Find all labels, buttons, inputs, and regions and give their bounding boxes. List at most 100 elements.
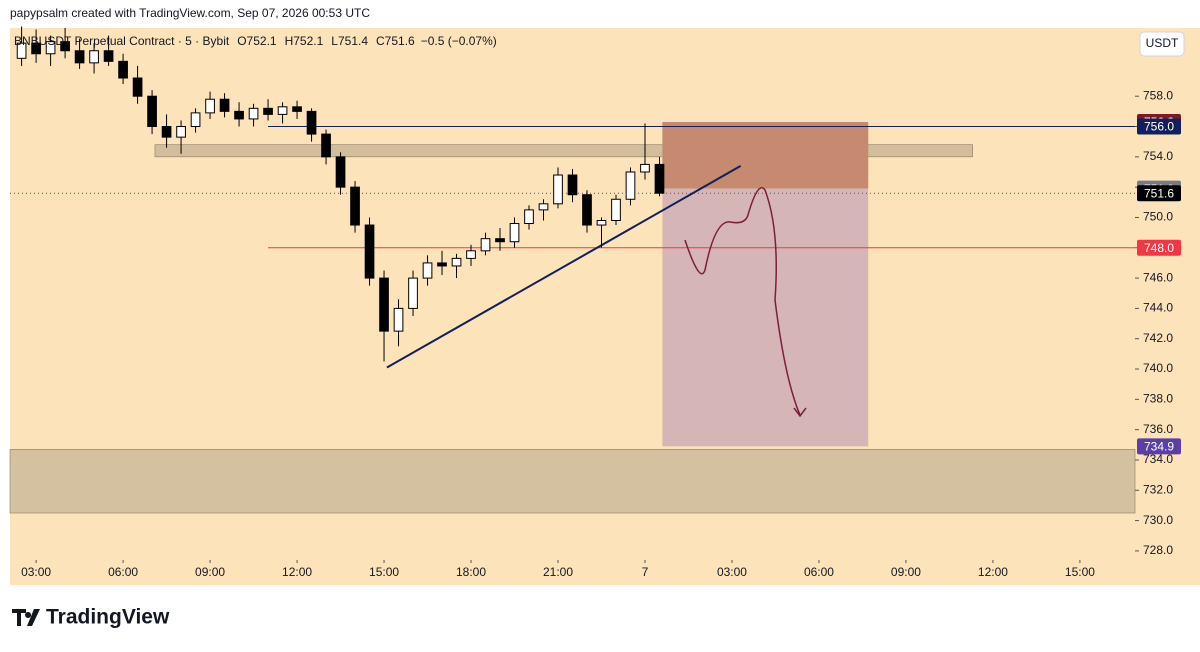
candle-body xyxy=(596,219,607,226)
x-tick-label: 12:00 xyxy=(282,565,312,579)
ohlc-key: C xyxy=(376,34,385,48)
x-tick-label: 7 xyxy=(642,565,649,579)
y-tick-label: 734.0 xyxy=(1143,452,1173,466)
candle-body xyxy=(379,277,389,332)
price-badge-label: 748.0 xyxy=(1144,241,1174,255)
y-tick-label: 732.0 xyxy=(1143,482,1173,496)
candle-body xyxy=(161,126,172,138)
price-badge-label: 734.9 xyxy=(1144,439,1174,453)
x-tick-label: 15:00 xyxy=(1065,565,1095,579)
currency-button[interactable] xyxy=(1139,31,1185,57)
candle-body xyxy=(364,224,375,279)
candle-body xyxy=(538,203,549,211)
candle-body xyxy=(495,238,505,243)
candle-body xyxy=(89,50,99,64)
price-badge-label: 751.6 xyxy=(1144,186,1174,200)
zone xyxy=(9,449,1136,514)
candle-body xyxy=(16,42,27,59)
symbol-legend: BNBUSDT Perpetual Contract · 5 · Bybit O 7… xyxy=(14,34,497,48)
candle-body xyxy=(422,262,433,279)
y-tick-label: 746.0 xyxy=(1143,270,1173,284)
trendline xyxy=(386,165,742,369)
price-badge xyxy=(1137,118,1181,135)
candle-body xyxy=(582,194,592,226)
change: −0.5 (−0.07%) xyxy=(421,34,497,48)
candle-body xyxy=(509,223,520,243)
credit: papypsalm created with TradingView.com, … xyxy=(10,6,370,20)
candle-body xyxy=(408,277,418,309)
candle-body xyxy=(451,257,462,267)
x-tick-label: 15:00 xyxy=(369,565,399,579)
logo-icon xyxy=(12,609,40,626)
y-tick-label: 742.0 xyxy=(1143,331,1173,345)
price-badge-label: 756.0 xyxy=(1144,120,1174,134)
y-tick-label: 738.0 xyxy=(1143,392,1173,406)
logo: TradingView xyxy=(12,606,170,629)
x-tick-label: 06:00 xyxy=(108,565,138,579)
candle-body xyxy=(480,238,491,252)
candle-body xyxy=(393,307,404,332)
y-tick-label: 730.0 xyxy=(1143,513,1173,527)
price-badge xyxy=(1137,438,1181,455)
candle-body xyxy=(132,77,143,97)
zone xyxy=(662,121,869,189)
y-tick-label: 744.0 xyxy=(1143,301,1173,315)
symbol: BNBUSDT Perpetual Contract · 5 · Bybit xyxy=(14,34,230,48)
arrow-head xyxy=(793,407,807,418)
ohlc-key: H xyxy=(285,34,294,48)
logo-text: TradingView xyxy=(46,606,170,629)
candle-body xyxy=(176,126,186,138)
candle-body xyxy=(60,41,70,52)
x-tick-label: 21:00 xyxy=(543,565,573,579)
time-axis xyxy=(10,560,1135,585)
price-badge xyxy=(1137,239,1181,256)
candle-body xyxy=(611,198,621,221)
candle-body xyxy=(205,98,215,114)
candle-body xyxy=(31,42,41,55)
candle-body xyxy=(553,174,563,205)
candle-body xyxy=(248,107,259,120)
y-tick-label: 758.0 xyxy=(1143,88,1173,102)
candle-body xyxy=(466,250,476,259)
candle-body xyxy=(437,262,447,267)
ohlc-value: 751.4 xyxy=(338,34,368,48)
candle-body xyxy=(263,107,273,115)
y-tick-label: 736.0 xyxy=(1143,422,1173,436)
ohlc-key: O xyxy=(237,34,246,48)
candle-body xyxy=(292,106,302,112)
x-tick-label: 12:00 xyxy=(978,565,1008,579)
x-tick-label: 09:00 xyxy=(891,565,921,579)
x-tick-label: 06:00 xyxy=(804,565,834,579)
candle-body xyxy=(45,41,56,55)
candle-body xyxy=(147,95,157,128)
candle-body xyxy=(524,209,534,225)
x-tick-label: 09:00 xyxy=(195,565,225,579)
candle-body xyxy=(625,171,636,200)
y-tick-label: 754.0 xyxy=(1143,149,1173,163)
candle-body xyxy=(306,110,317,135)
x-tick-label: 03:00 xyxy=(717,565,747,579)
candle-body xyxy=(567,174,578,196)
currency[interactable]: USDT xyxy=(1146,36,1179,50)
candle-body xyxy=(350,186,360,226)
candle-body xyxy=(118,60,128,79)
candle-body xyxy=(103,50,114,62)
candle-body xyxy=(321,133,331,158)
candle-body xyxy=(335,156,346,188)
ohlc-key: L xyxy=(331,34,338,48)
projection-arrow xyxy=(684,187,801,416)
price-badge xyxy=(1137,185,1181,202)
y-tick-label: 728.0 xyxy=(1143,543,1173,557)
x-tick-label: 18:00 xyxy=(456,565,486,579)
candle-body xyxy=(277,106,288,115)
ohlc-value: 751.6 xyxy=(385,34,415,48)
y-tick-label: 740.0 xyxy=(1143,361,1173,375)
zone xyxy=(662,188,869,447)
y-tick-label: 750.0 xyxy=(1143,210,1173,224)
ohlc-value: 752.1 xyxy=(293,34,323,48)
candle-body xyxy=(654,163,665,194)
candle-body xyxy=(74,50,85,64)
candle-body xyxy=(640,163,650,173)
